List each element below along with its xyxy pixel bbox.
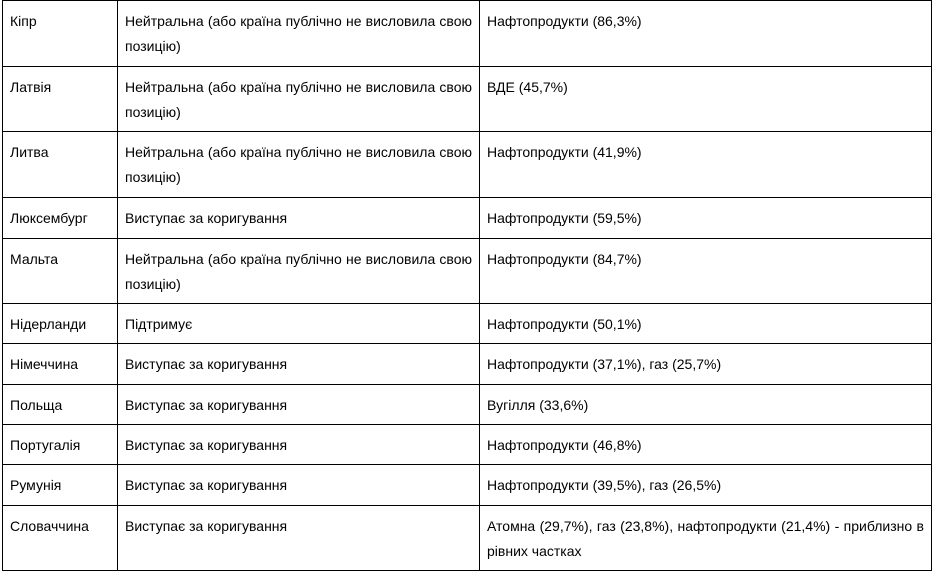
table-cell: Нейтральна (або країна публічно не висло… bbox=[117, 66, 480, 132]
table-cell: Виступає за коригування bbox=[117, 343, 480, 385]
table-row: Нідерланди Підтримує Нафтопродукти (50,1%) bbox=[2, 303, 932, 344]
table-row: Латвія Нейтральна (або країна публічно не… bbox=[2, 66, 932, 132]
table-row: Португалія Виступає за коригування Нафтопр… bbox=[2, 424, 932, 465]
table-cell: Нафтопродукти (50,1%) bbox=[479, 303, 932, 344]
table-row: Польща Виступає за коригування Вугілля (33… bbox=[2, 384, 932, 425]
table-cell: ВДЕ (45,7%) bbox=[479, 66, 932, 132]
table-cell: Нейтральна (або країна публічно не висло… bbox=[117, 131, 480, 198]
table-row: Кіпр Нейтральна (або країна публічно не в… bbox=[2, 0, 932, 67]
table-cell: Нідерланди bbox=[2, 303, 118, 344]
table-cell: Німеччина bbox=[2, 343, 118, 385]
table-cell: Нафтопродукти (84,7%) bbox=[479, 238, 932, 304]
table-cell: Нафтопродукти (37,1%), газ (25,7%) bbox=[479, 343, 932, 385]
table-cell: Португалія bbox=[2, 424, 118, 465]
table-cell: Вугілля (33,6%) bbox=[479, 384, 932, 425]
table-cell: Словаччина bbox=[2, 505, 118, 571]
table-cell: Люксембург bbox=[2, 197, 118, 239]
table-cell: Виступає за коригування bbox=[117, 505, 480, 571]
table-cell: Виступає за коригування bbox=[117, 424, 480, 465]
table-row: Німеччина Виступає за коригування Нафтопро… bbox=[2, 343, 932, 385]
table-cell: Мальта bbox=[2, 238, 118, 304]
table-cell: Латвія bbox=[2, 66, 118, 132]
table-cell: Нафтопродукти (59,5%) bbox=[479, 197, 932, 239]
table-row: Румунія Виступає за коригування Нафтопроду… bbox=[2, 464, 932, 506]
table-cell: Нафтопродукти (86,3%) bbox=[479, 0, 932, 67]
table-cell: Атомна (29,7%), газ (23,8%), нафтопродук… bbox=[479, 505, 932, 571]
table-cell: Нафтопродукти (41,9%) bbox=[479, 131, 932, 198]
table-cell: Нейтральна (або країна публічно не висло… bbox=[117, 238, 480, 304]
table-row: Мальта Нейтральна (або країна публічно не… bbox=[2, 238, 932, 304]
table-cell: Виступає за коригування bbox=[117, 464, 480, 506]
table-row: Люксембург Виступає за коригування Нафтопр… bbox=[2, 197, 932, 239]
table-cell: Виступає за коригування bbox=[117, 384, 480, 425]
table-cell: Румунія bbox=[2, 464, 118, 506]
table-cell: Нейтральна (або країна публічно не висло… bbox=[117, 0, 480, 67]
table-cell: Литва bbox=[2, 131, 118, 198]
table-cell: Польща bbox=[2, 384, 118, 425]
table-row: Словаччина Виступає за коригування Атомна … bbox=[2, 505, 932, 571]
table-row: Литва Нейтральна (або країна публічно не … bbox=[2, 131, 932, 198]
table-cell: Нафтопродукти (39,5%), газ (26,5%) bbox=[479, 464, 932, 506]
table-cell: Кіпр bbox=[2, 0, 118, 67]
table-cell: Виступає за коригування bbox=[117, 197, 480, 239]
table-cell: Підтримує bbox=[117, 303, 480, 344]
table-cell: Нафтопродукти (46,8%) bbox=[479, 424, 932, 465]
